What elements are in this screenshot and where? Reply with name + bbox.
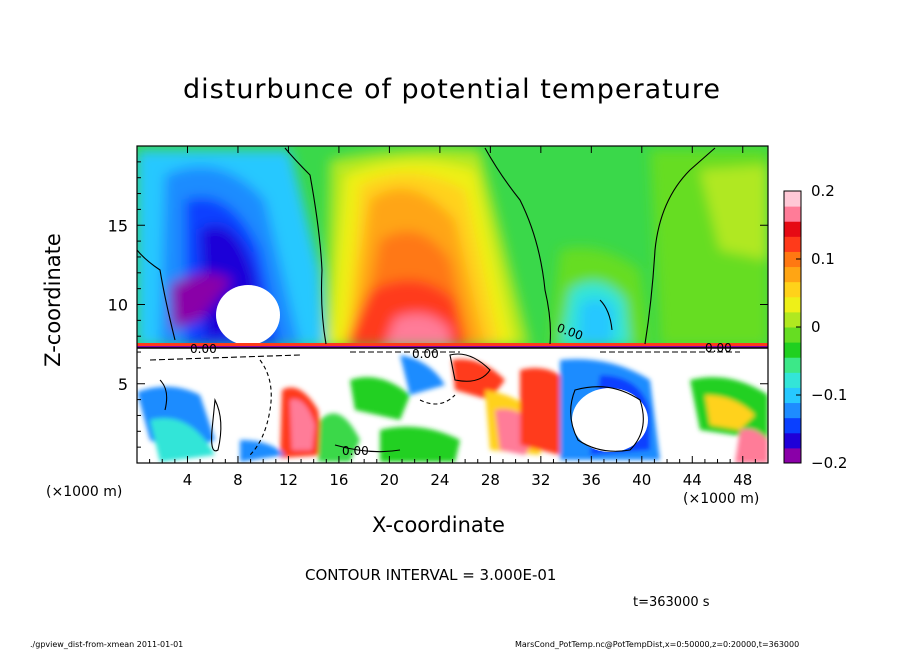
x-axis-label: X-coordinate bbox=[372, 513, 505, 537]
colorbar-tick-label: 0.2 bbox=[811, 182, 835, 200]
x-tick-label: 32 bbox=[531, 471, 550, 489]
x-tick-label: 40 bbox=[632, 471, 651, 489]
x-tick-label: 48 bbox=[733, 471, 752, 489]
x-tick-label: 20 bbox=[380, 471, 399, 489]
colorbar: 0.2 0.1 0 −0.1 −0.2 bbox=[783, 182, 847, 472]
colorbar-swatch bbox=[784, 206, 801, 222]
x-tick-label: 36 bbox=[582, 471, 601, 489]
colorbar-swatch bbox=[784, 296, 801, 313]
colorbar-tick-label: 0.1 bbox=[811, 250, 835, 268]
x-unit-label-left: (×1000 m) bbox=[46, 484, 123, 500]
colorbar-swatch bbox=[784, 402, 801, 419]
contour-lines bbox=[137, 147, 768, 456]
contour-interval-text: CONTOUR INTERVAL = 3.000E-01 bbox=[305, 566, 557, 584]
y-axis: 5 10 15 bbox=[108, 161, 768, 448]
colorbar-swatch bbox=[784, 191, 801, 207]
colorbar-tick-label: −0.2 bbox=[811, 454, 847, 472]
heatmap-field bbox=[137, 146, 768, 463]
x-tick-label: 28 bbox=[481, 471, 500, 489]
colorbar-swatch bbox=[784, 357, 801, 373]
contour-label: 0.00 bbox=[190, 342, 217, 356]
colorbar-swatch bbox=[784, 281, 801, 298]
colorbar-swatch bbox=[784, 236, 801, 252]
colorbar-tick-label: 0 bbox=[811, 318, 821, 336]
x-tick-label: 16 bbox=[329, 471, 348, 489]
colorbar-swatch bbox=[784, 387, 801, 404]
colorbar-swatch bbox=[784, 311, 801, 328]
x-unit-label-right: (×1000 m) bbox=[683, 491, 760, 507]
x-tick-label: 24 bbox=[430, 471, 449, 489]
colorbar-swatch bbox=[784, 327, 801, 343]
y-tick-label: 5 bbox=[118, 375, 128, 394]
x-tick-label: 4 bbox=[183, 471, 193, 489]
colorbar-swatch bbox=[784, 266, 801, 283]
contour-label: 0.00 bbox=[705, 341, 732, 355]
colorbar-swatch bbox=[784, 251, 801, 268]
x-tick-label: 44 bbox=[683, 471, 702, 489]
chart-title: disturbunce of potential temperature bbox=[183, 74, 721, 105]
contour-label: 0.00 bbox=[412, 347, 439, 361]
x-axis: 4 8 12 16 20 24 28 32 36 40 44 48 bbox=[149, 146, 756, 489]
colorbar-swatch bbox=[784, 221, 801, 237]
colorbar-swatch bbox=[784, 447, 801, 464]
y-axis-label: Z-coordinate bbox=[41, 233, 65, 367]
x-tick-label: 12 bbox=[279, 471, 298, 489]
y-tick-label: 15 bbox=[108, 216, 128, 235]
time-label: t=363000 s bbox=[633, 595, 710, 610]
y-tick-label: 10 bbox=[108, 296, 128, 315]
colorbar-swatch bbox=[784, 372, 801, 388]
colorbar-swatch bbox=[784, 417, 801, 434]
colorbar-tick-label: −0.1 bbox=[811, 386, 847, 404]
colorbar-swatch bbox=[784, 432, 801, 449]
footer-right-text: MarsCond_PotTemp.nc@PotTempDist,x=0:5000… bbox=[515, 640, 800, 649]
contour-label: 0.00 bbox=[342, 444, 369, 458]
footer-left-text: ./gpview_dist-from-xmean 2011-01-01 bbox=[30, 640, 184, 649]
colorbar-swatch bbox=[784, 342, 801, 358]
x-tick-label: 8 bbox=[233, 471, 243, 489]
